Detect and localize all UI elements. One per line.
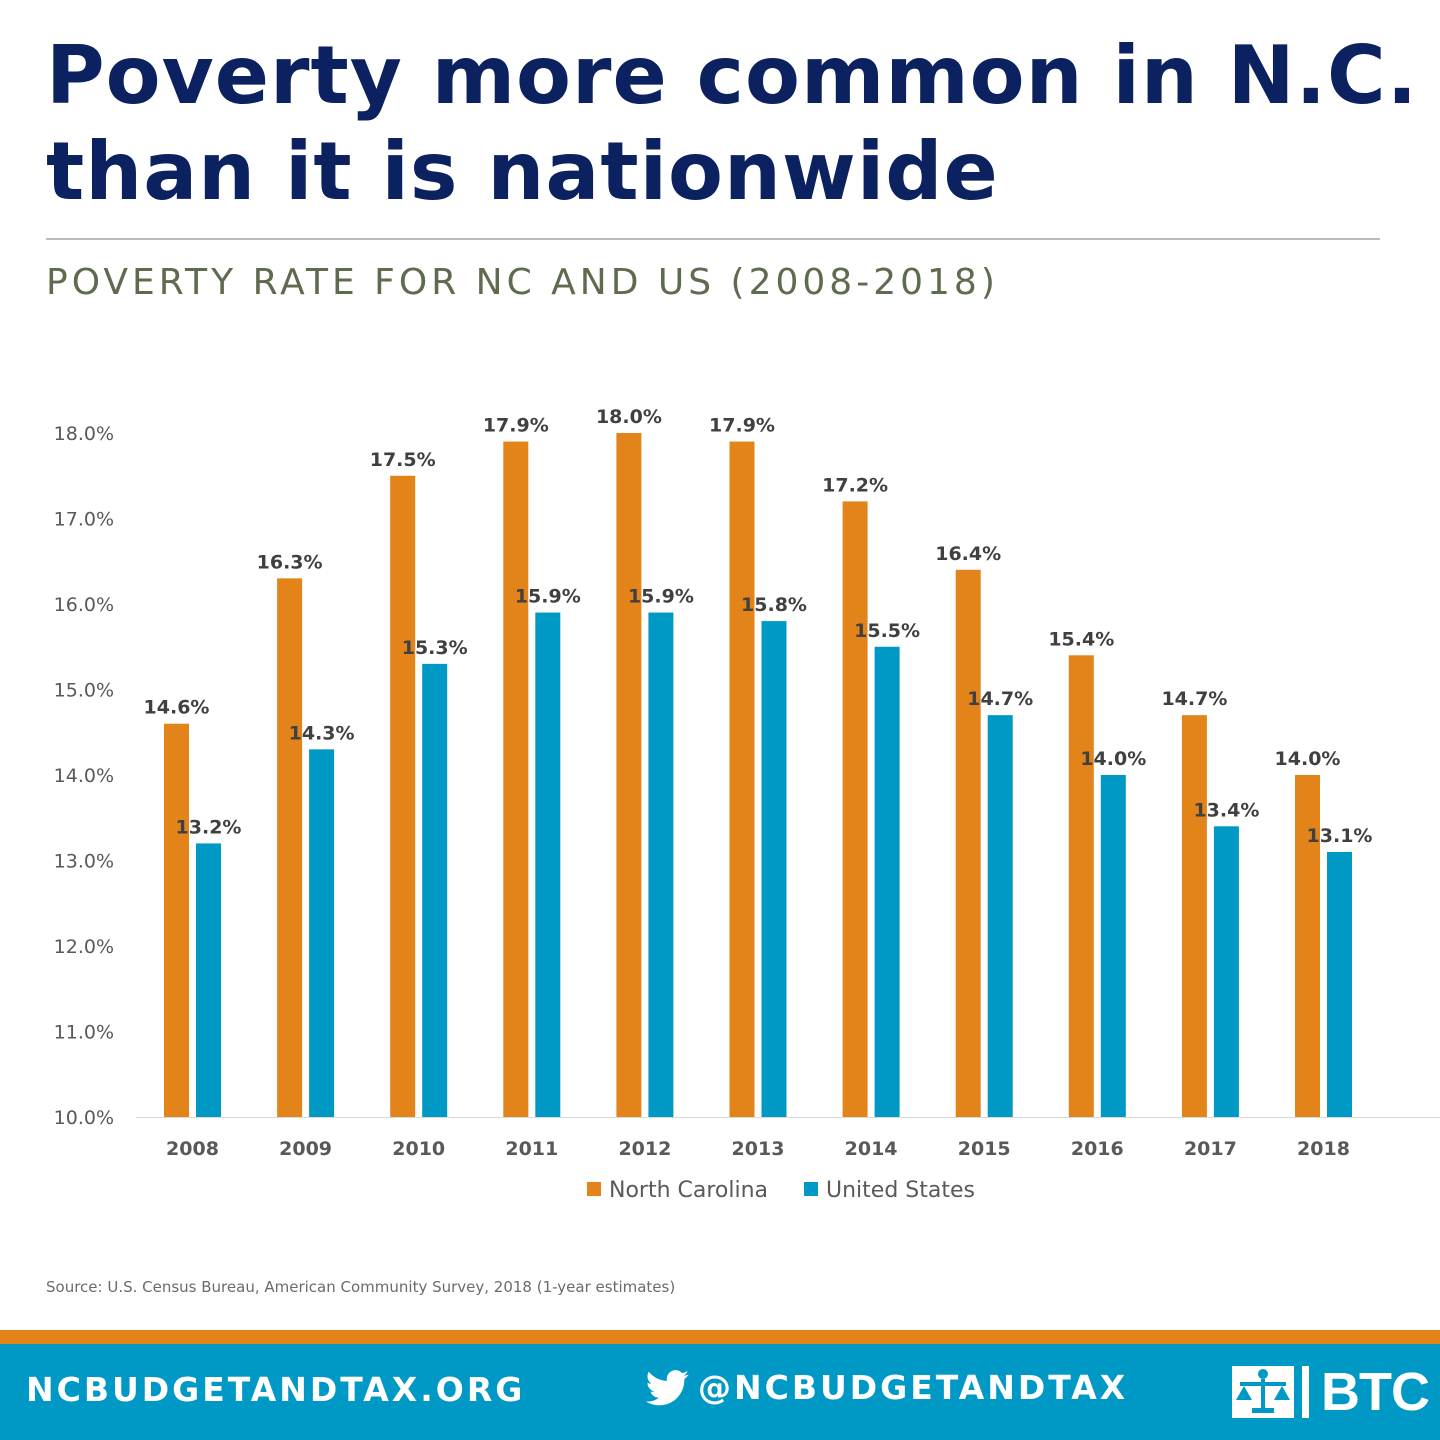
- bar-united-states: [761, 621, 787, 1117]
- twitter-handle: @NCBUDGETANDTAX: [698, 1368, 1129, 1407]
- bar-north-carolina: [164, 723, 189, 1117]
- axis-layer: 18.0% 17.0% 16.0% 15.0% 14.0% 13.0% 12.0% 11.0%…: [54, 423, 1440, 1160]
- x-tick-label: 2014: [845, 1138, 898, 1160]
- y-tick-label: 15.0%: [54, 680, 114, 702]
- data-label: 13.4%: [1193, 799, 1259, 821]
- x-tick-label: 2013: [732, 1138, 785, 1160]
- data-label: 15.9%: [515, 586, 581, 608]
- data-label: 15.3%: [402, 637, 468, 659]
- x-tick-label: 2018: [1297, 1138, 1350, 1160]
- website-link[interactable]: NCBUDGETANDTAX.ORG: [26, 1370, 526, 1409]
- logo-divider: [1302, 1366, 1309, 1418]
- data-label: 14.7%: [1161, 688, 1227, 710]
- bar-north-carolina: [729, 441, 755, 1117]
- legend-label: United States: [826, 1178, 975, 1203]
- labels-layer: 14.6% 16.3% 17.5% 17.9% 18.0% 17.9% 17.2% 16.4%…: [144, 406, 1373, 847]
- bar-united-states: [422, 663, 448, 1117]
- legend-swatch: [587, 1182, 601, 1196]
- data-label: 15.5%: [854, 620, 920, 642]
- x-tick-label: 2015: [958, 1138, 1011, 1160]
- bar-north-carolina: [1295, 775, 1320, 1117]
- data-label: 13.1%: [1307, 825, 1373, 847]
- data-label: 14.3%: [289, 722, 355, 744]
- y-tick-label: 11.0%: [54, 1022, 114, 1044]
- x-tick-label: 2016: [1071, 1138, 1124, 1160]
- y-tick-label: 16.0%: [54, 594, 114, 616]
- bar-north-carolina: [503, 441, 529, 1117]
- bar-north-carolina: [390, 475, 416, 1117]
- data-label: 17.9%: [709, 415, 775, 437]
- bar-united-states: [1327, 851, 1352, 1117]
- footer-bar: NCBUDGETANDTAX.ORG @NCBUDGETANDTAX BTC: [0, 1344, 1440, 1440]
- logo-text: BTC: [1321, 1362, 1430, 1422]
- title-divider: [46, 238, 1380, 240]
- data-label: 14.0%: [1080, 748, 1146, 770]
- data-label: 17.9%: [483, 415, 549, 437]
- bar-united-states: [1213, 826, 1239, 1117]
- title-line-1: Poverty more common in N.C.: [46, 29, 1419, 122]
- data-label: 15.4%: [1048, 628, 1114, 650]
- twitter-bird-icon: [646, 1369, 689, 1405]
- bars-layer: [164, 433, 1352, 1117]
- source-note: Source: U.S. Census Bureau, American Com…: [46, 1278, 676, 1296]
- page-title: Poverty more common in N.C. than it is n…: [46, 28, 1419, 220]
- btc-scales-icon: [1232, 1366, 1294, 1418]
- chart-subtitle: POVERTY RATE FOR NC AND US (2008-2018): [46, 262, 999, 303]
- data-label: 16.3%: [257, 551, 323, 573]
- x-tick-label: 2008: [166, 1138, 219, 1160]
- x-tick-label: 2011: [505, 1138, 558, 1160]
- data-label: 14.0%: [1275, 748, 1341, 770]
- x-tick-label: 2010: [392, 1138, 445, 1160]
- footer-accent-stripe: [0, 1330, 1440, 1344]
- legend-swatch: [804, 1182, 818, 1196]
- y-tick-label: 14.0%: [54, 765, 114, 787]
- bar-north-carolina: [616, 433, 642, 1117]
- data-label: 15.8%: [741, 594, 807, 616]
- title-line-2: than it is nationwide: [46, 125, 999, 218]
- bar-united-states: [648, 612, 674, 1117]
- btc-logo: BTC: [1232, 1362, 1430, 1422]
- y-tick-label: 10.0%: [54, 1107, 114, 1129]
- bar-united-states: [874, 646, 900, 1117]
- data-label: 16.4%: [935, 543, 1001, 565]
- bar-north-carolina: [1181, 715, 1207, 1117]
- data-label: 13.2%: [176, 816, 242, 838]
- y-tick-label: 17.0%: [54, 509, 114, 531]
- bar-north-carolina: [842, 501, 868, 1117]
- legend-label: North Carolina: [609, 1178, 768, 1203]
- bar-united-states: [309, 749, 335, 1117]
- x-tick-label: 2009: [279, 1138, 332, 1160]
- bar-north-carolina: [955, 569, 981, 1117]
- legend: North Carolina United States: [587, 1178, 975, 1203]
- x-tick-label: 2012: [618, 1138, 671, 1160]
- bar-north-carolina: [277, 578, 303, 1117]
- bar-united-states: [196, 843, 221, 1117]
- data-label: 17.5%: [370, 449, 436, 471]
- data-label: 17.2%: [822, 474, 888, 496]
- data-label: 15.9%: [628, 586, 694, 608]
- x-tick-label: 2017: [1184, 1138, 1237, 1160]
- twitter-handle-link[interactable]: @NCBUDGETANDTAX: [646, 1368, 1128, 1407]
- bar-united-states: [1100, 775, 1126, 1117]
- data-label: 14.7%: [967, 688, 1033, 710]
- y-tick-label: 18.0%: [54, 423, 114, 445]
- bar-united-states: [535, 612, 561, 1117]
- bar-united-states: [987, 715, 1013, 1117]
- bar-chart: 18.0% 17.0% 16.0% 15.0% 14.0% 13.0% 12.0% 11.0%…: [54, 406, 1440, 1203]
- data-label: 14.6%: [144, 697, 210, 719]
- bar-north-carolina: [1068, 655, 1094, 1117]
- data-label: 18.0%: [596, 406, 662, 428]
- y-tick-label: 13.0%: [54, 851, 114, 873]
- y-tick-label: 12.0%: [54, 936, 114, 958]
